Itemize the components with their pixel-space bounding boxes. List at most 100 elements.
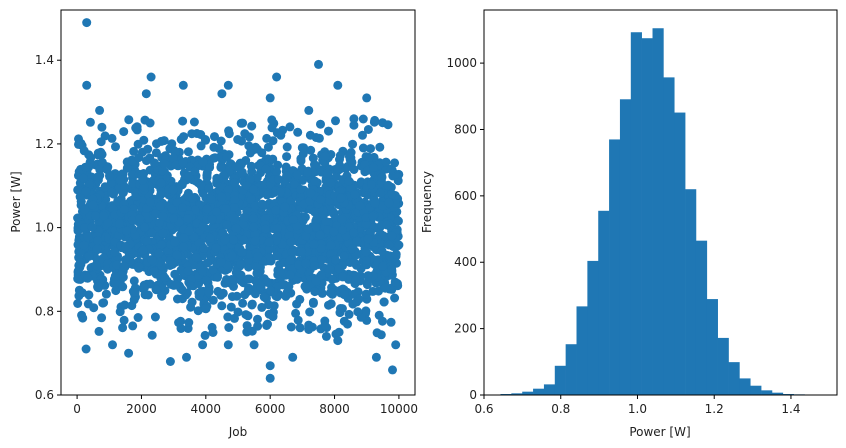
scatter-point (122, 163, 132, 173)
scatter-point (120, 300, 130, 310)
scatter-point (326, 178, 336, 188)
scatter-point-outlier (165, 357, 175, 366)
scatter-point (384, 240, 394, 250)
scatter-point (377, 201, 387, 211)
scatter-point (107, 187, 116, 197)
scatter-point (364, 152, 374, 162)
scatter-point (200, 304, 210, 314)
scatter-point (207, 214, 217, 224)
scatter-point (168, 185, 178, 195)
scatter-points (73, 18, 404, 383)
scatter-point (334, 264, 344, 274)
histogram-x-axis: 0.6 0.8 1.0 1.2 1.4 (474, 395, 801, 416)
scatter-point (251, 142, 261, 152)
scatter-point (363, 271, 373, 281)
scatter-point (170, 237, 180, 247)
scatter-point (347, 244, 357, 254)
scatter-point (256, 282, 266, 292)
scatter-point (115, 307, 125, 317)
scatter-point (200, 330, 210, 340)
scatter-point (184, 226, 194, 236)
scatter-point (158, 228, 168, 238)
scatter-y-tick-label: 0.8 (35, 304, 54, 318)
scatter-point (293, 315, 303, 325)
scatter-point (157, 291, 167, 301)
scatter-point (242, 321, 252, 331)
scatter-point (361, 247, 371, 257)
scatter-point (220, 278, 230, 288)
scatter-point (326, 240, 336, 250)
histogram-axes-frame (483, 9, 838, 396)
scatter-point (331, 255, 340, 265)
scatter-point (314, 133, 324, 143)
scatter-point (90, 211, 100, 221)
scatter-point (249, 184, 259, 194)
scatter-point (187, 129, 197, 139)
scatter-point (293, 127, 303, 137)
scatter-point (390, 277, 400, 287)
scatter-point (305, 307, 315, 317)
scatter-point (131, 188, 141, 198)
scatter-point-outlier (182, 352, 191, 362)
scatter-point (358, 114, 368, 124)
histogram-bar (576, 306, 588, 395)
scatter-point (286, 322, 296, 332)
scatter-point (387, 264, 397, 274)
scatter-point (196, 141, 206, 151)
scatter-point (80, 205, 90, 215)
scatter-point (375, 142, 385, 152)
scatter-point (218, 228, 228, 237)
scatter-point (231, 162, 241, 172)
scatter-point (200, 135, 210, 144)
scatter-point (380, 283, 390, 293)
scatter-point (348, 139, 358, 149)
scatter-point (205, 163, 215, 172)
scatter-point (262, 321, 272, 330)
histogram-x-tick-label: 1.2 (705, 402, 724, 416)
scatter-point (377, 172, 387, 182)
scatter-point (93, 172, 102, 182)
scatter-point (350, 190, 360, 200)
histogram-y-axis: 0 200 400 600 800 1000 (446, 56, 484, 402)
scatter-point (338, 272, 348, 282)
scatter-point (263, 142, 273, 152)
scatter-point (205, 233, 215, 243)
scatter-point (326, 288, 335, 298)
scatter-point (236, 260, 246, 270)
scatter-point (127, 170, 137, 179)
scatter-x-axis-label: Job (228, 425, 248, 439)
scatter-point (338, 225, 347, 235)
scatter-point (363, 125, 373, 134)
scatter-point (129, 146, 139, 156)
scatter-point (324, 126, 333, 136)
scatter-point (74, 139, 83, 149)
scatter-point (242, 181, 252, 191)
scatter-point-outlier (95, 105, 105, 115)
histogram-x-tick-label: 1.0 (628, 402, 647, 416)
scatter-point (322, 168, 332, 178)
scatter-point (358, 130, 367, 140)
scatter-point (127, 215, 137, 225)
scatter-point (386, 164, 396, 174)
scatter-point (303, 224, 313, 234)
scatter-point (209, 142, 219, 152)
histogram-bar (630, 32, 642, 396)
scatter-point (262, 277, 272, 287)
scatter-point (247, 121, 257, 131)
scatter-point (158, 211, 168, 221)
histogram-x-tick-label: 0.6 (474, 402, 493, 416)
histogram-bar (761, 390, 773, 395)
histogram-bar (717, 337, 729, 395)
scatter-point (183, 214, 193, 224)
scatter-point (201, 275, 211, 285)
scatter-point (303, 168, 312, 178)
scatter-point (387, 231, 397, 241)
scatter-point (78, 313, 88, 323)
scatter-point (196, 287, 206, 297)
scatter-point (199, 244, 209, 253)
scatter-point (292, 170, 302, 180)
scatter-point (131, 123, 141, 133)
scatter-point (186, 281, 196, 290)
scatter-point (198, 157, 208, 167)
scatter-point (352, 297, 362, 307)
